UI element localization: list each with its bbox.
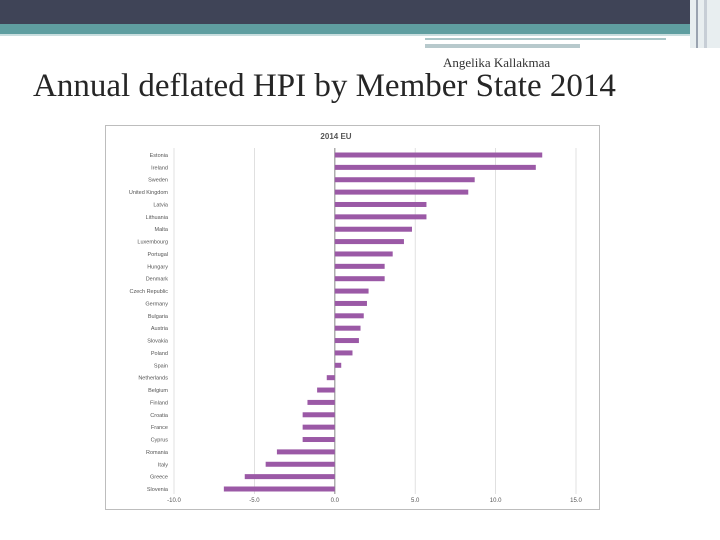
top-bar-accent <box>0 24 720 34</box>
bar <box>302 412 335 418</box>
bar <box>334 239 404 245</box>
category-label: Estonia <box>150 153 169 159</box>
bar <box>244 474 335 480</box>
bar <box>276 449 335 455</box>
category-label: Slovenia <box>147 487 169 493</box>
bar <box>265 461 335 467</box>
bar <box>334 276 385 282</box>
bar <box>302 424 335 430</box>
top-bar <box>0 0 720 24</box>
bar <box>334 201 427 207</box>
category-label: Portugal <box>148 252 169 258</box>
category-label: United Kingdom <box>129 190 169 196</box>
category-label: Spain <box>154 363 168 369</box>
category-label: Germany <box>145 301 168 307</box>
category-label: Bulgaria <box>148 314 169 320</box>
category-label: Romania <box>146 450 169 456</box>
bar <box>334 251 393 257</box>
bar <box>334 177 475 183</box>
category-labels: Estonia Ireland Sweden United Kingdom Latvia… <box>129 153 169 493</box>
category-label: Lithuania <box>146 215 169 221</box>
category-label: France <box>151 425 168 431</box>
bar <box>334 362 342 368</box>
x-tick-labels: -10.0 -5.0 0.0 5.0 10.0 15.0 <box>167 498 582 504</box>
category-label: Luxembourg <box>137 240 168 246</box>
category-label: Greece <box>150 475 168 481</box>
header-rule <box>425 38 666 40</box>
bar <box>334 313 364 319</box>
bar <box>334 288 369 294</box>
category-label: Malta <box>155 227 169 233</box>
x-tick-label: -10.0 <box>167 498 181 504</box>
bar <box>334 226 412 232</box>
bar <box>334 350 353 356</box>
category-label: Austria <box>151 326 169 332</box>
category-label: Poland <box>151 351 168 357</box>
category-label: Czech Republic <box>129 289 168 295</box>
category-label: Croatia <box>150 413 169 419</box>
bar <box>223 486 335 492</box>
x-tick-label: 0.0 <box>331 498 340 504</box>
category-label: Italy <box>158 462 168 468</box>
bar <box>334 338 359 344</box>
bar <box>334 263 385 269</box>
category-label: Cyprus <box>151 438 169 444</box>
bar <box>326 375 335 381</box>
corner-stripe <box>704 0 707 48</box>
bar <box>334 325 361 331</box>
category-label: Finland <box>150 400 168 406</box>
corner-stripe <box>696 0 698 48</box>
category-label: Denmark <box>146 277 169 283</box>
chart-title: 2014 EU <box>320 132 351 141</box>
bar-chart: 2014 EU Estonia Ireland Sweden United Kingd… <box>129 132 583 504</box>
bar <box>334 300 367 306</box>
top-bar-rule <box>0 34 720 36</box>
slide-title: Annual deflated HPI by Member State 2014 <box>33 68 616 104</box>
category-label: Netherlands <box>138 376 168 382</box>
corner-decoration <box>690 0 720 48</box>
category-label: Sweden <box>148 178 168 184</box>
chart-container: 2014 EU Estonia Ireland Sweden United Kingd… <box>105 125 600 510</box>
x-tick-label: 15.0 <box>570 498 582 504</box>
category-label: Belgium <box>148 388 168 394</box>
chart-grid <box>173 148 577 494</box>
x-tick-label: 5.0 <box>411 498 420 504</box>
category-label: Hungary <box>147 264 168 270</box>
author-name: Angelika Kallakmaa <box>443 55 551 70</box>
category-label: Latvia <box>153 202 169 208</box>
x-tick-label: 10.0 <box>490 498 502 504</box>
bar <box>334 214 427 220</box>
header-rule <box>425 44 580 48</box>
category-label: Slovakia <box>147 339 169 345</box>
bar <box>334 164 536 170</box>
chart-bars <box>223 152 543 492</box>
category-label: Ireland <box>151 165 168 171</box>
bar <box>307 399 335 405</box>
bar <box>317 387 335 393</box>
bar <box>334 152 543 158</box>
x-tick-label: -5.0 <box>249 498 260 504</box>
bar <box>334 189 469 195</box>
bar <box>302 437 335 443</box>
